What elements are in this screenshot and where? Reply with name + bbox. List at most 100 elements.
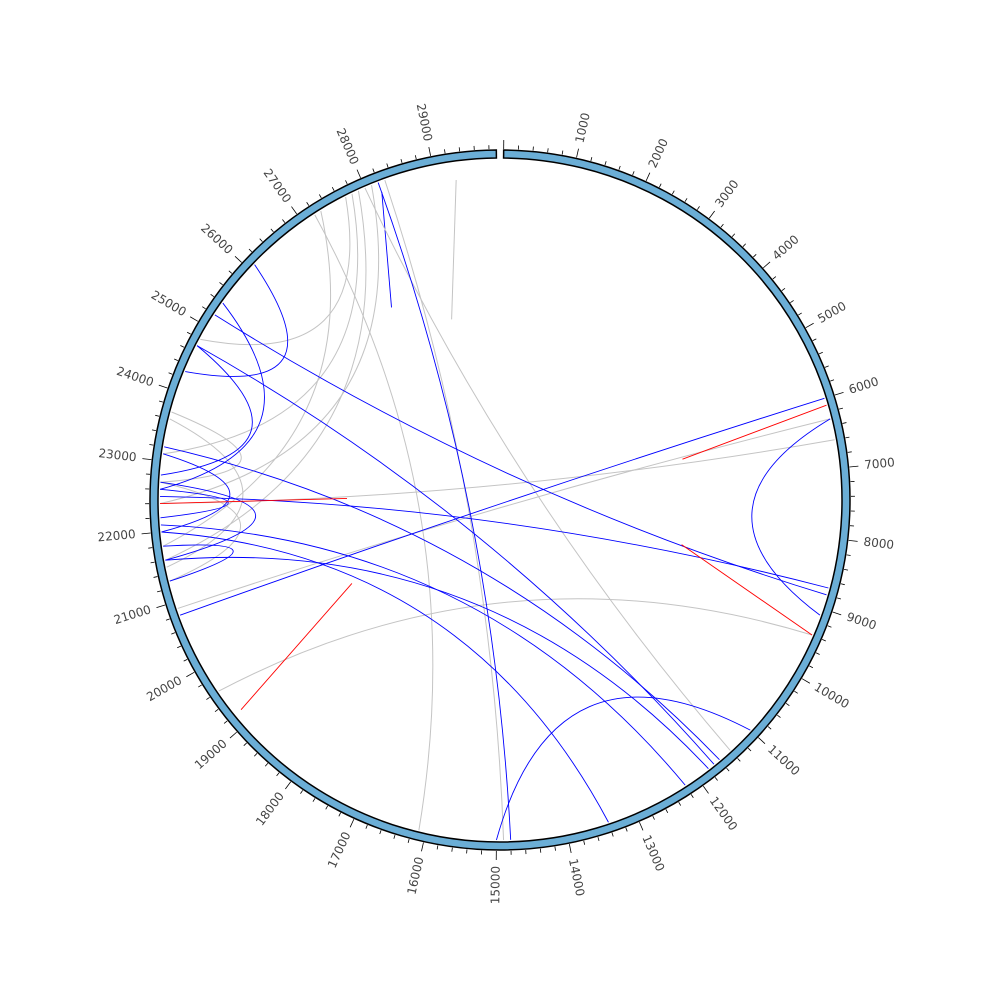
- major-tick: [356, 169, 361, 179]
- minor-tick: [318, 194, 322, 199]
- minor-tick: [451, 847, 453, 852]
- blue-link: [163, 544, 234, 582]
- minor-tick: [652, 815, 655, 820]
- major-tick: [801, 678, 811, 684]
- blue-link: [160, 481, 256, 561]
- minor-tick: [836, 597, 842, 600]
- minor-tick: [206, 696, 210, 700]
- tick-label: 23000: [98, 446, 138, 464]
- minor-tick: [180, 345, 185, 348]
- minor-tick: [174, 358, 179, 361]
- minor-tick: [632, 171, 635, 176]
- minor-tick: [186, 331, 191, 335]
- tick-label: 26000: [198, 221, 236, 257]
- blue-link: [196, 345, 715, 765]
- gray-link: [160, 439, 835, 505]
- blue-link: [185, 264, 289, 377]
- gray-link: [177, 418, 831, 609]
- minor-tick: [665, 809, 669, 814]
- minor-tick: [407, 838, 410, 844]
- minor-tick: [726, 767, 730, 772]
- minor-tick: [386, 163, 389, 168]
- minor-tick: [847, 451, 852, 453]
- major-tick: [568, 843, 572, 853]
- blue-link: [165, 556, 709, 769]
- minor-tick: [243, 742, 247, 746]
- minor-tick: [338, 812, 342, 817]
- minor-tick: [270, 228, 274, 233]
- minor-tick: [228, 270, 233, 274]
- blue-link: [161, 453, 231, 533]
- minor-tick: [812, 338, 817, 342]
- minor-tick: [785, 703, 790, 706]
- minor-tick: [690, 794, 694, 798]
- minor-tick: [177, 645, 182, 649]
- minor-tick: [720, 223, 724, 228]
- minor-tick: [214, 708, 219, 712]
- minor-tick: [436, 845, 439, 850]
- minor-tick: [611, 832, 614, 837]
- major-tick: [156, 604, 166, 609]
- minor-tick: [183, 658, 188, 662]
- major-tick: [832, 611, 842, 616]
- tick-label: 14000: [566, 857, 587, 897]
- tick-label: 5000: [815, 299, 848, 326]
- major-tick: [229, 731, 237, 739]
- minor-tick: [684, 198, 688, 202]
- major-tick: [291, 206, 297, 215]
- major-tick: [645, 172, 651, 182]
- minor-tick: [365, 824, 368, 829]
- tick-label: 11000: [765, 742, 803, 778]
- tick-label: 13000: [639, 833, 667, 874]
- minor-tick: [156, 590, 162, 593]
- major-tick: [834, 391, 844, 396]
- tick-label: 15000: [488, 866, 502, 904]
- minor-tick: [171, 632, 176, 635]
- gray-link: [159, 185, 380, 505]
- minor-tick: [276, 772, 280, 777]
- major-tick: [576, 148, 579, 158]
- minor-tick: [838, 407, 844, 410]
- minor-tick: [671, 190, 675, 195]
- tick-label: 17000: [325, 830, 354, 871]
- minor-tick: [331, 186, 335, 191]
- tick-label: 19000: [192, 736, 230, 772]
- blue-link: [381, 192, 392, 308]
- minor-tick: [809, 665, 814, 669]
- gray-link: [165, 190, 367, 561]
- major-tick: [848, 539, 858, 542]
- blue-link: [164, 446, 720, 761]
- minor-tick: [742, 243, 746, 247]
- minor-tick: [210, 294, 215, 297]
- red-link: [681, 544, 813, 636]
- minor-tick: [372, 168, 375, 173]
- gray-link: [200, 196, 351, 346]
- blue-link: [161, 531, 609, 823]
- minor-tick: [306, 202, 310, 206]
- tick-label: 24000: [115, 364, 156, 389]
- link-layer: [159, 179, 835, 841]
- minor-tick: [198, 684, 202, 688]
- minor-tick: [790, 300, 794, 304]
- minor-tick: [753, 254, 757, 258]
- tick-label: 25000: [149, 288, 189, 319]
- minor-tick: [845, 436, 850, 439]
- minor-tick: [149, 444, 154, 446]
- minor-tick: [737, 758, 741, 762]
- minor-tick: [597, 836, 600, 842]
- tick-label: 1000: [573, 111, 593, 144]
- major-tick: [763, 261, 771, 269]
- major-tick: [421, 842, 424, 852]
- minor-tick: [168, 372, 173, 375]
- minor-tick: [345, 180, 348, 185]
- minor-tick: [821, 639, 826, 642]
- minor-tick: [767, 726, 772, 730]
- minor-tick: [843, 568, 849, 571]
- major-tick: [428, 147, 432, 157]
- minor-tick: [414, 155, 417, 160]
- blue-link: [377, 182, 512, 840]
- blue-link: [179, 397, 825, 616]
- red-link: [240, 583, 353, 710]
